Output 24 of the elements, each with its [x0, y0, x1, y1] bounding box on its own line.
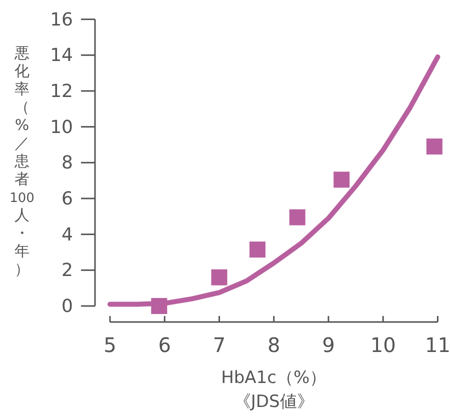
y-tick-label: 4 [62, 224, 73, 246]
y-tick-label: 0 [62, 296, 73, 317]
y-tick-label: 14 [50, 45, 73, 66]
y-tick-label: 6 [62, 188, 73, 210]
y-tick-label: 10 [50, 116, 73, 138]
point [289, 209, 306, 226]
x-tick-label: 5 [104, 333, 116, 357]
point [151, 298, 168, 314]
text: 悪化率（%／患者100人・年） [10, 44, 34, 278]
x-axis-title: HbA1c（%）《JDS値》 [220, 367, 328, 414]
point [249, 242, 266, 258]
x-tick-label: 8 [267, 333, 280, 357]
y-tick-label: 8 [62, 152, 73, 174]
y-tick-label: 16 [50, 9, 73, 30]
y-tick-label: 12 [50, 80, 73, 102]
x-tick-label: 7 [212, 333, 226, 357]
y-tick-label: 2 [62, 260, 73, 282]
x-tick-label: 11 [424, 333, 450, 357]
x-tick-label: 9 [322, 333, 335, 357]
point [334, 172, 350, 188]
x-tick-label: 10 [370, 333, 396, 357]
point [426, 138, 442, 155]
x-tick-label: 6 [158, 333, 171, 357]
point [211, 269, 228, 286]
